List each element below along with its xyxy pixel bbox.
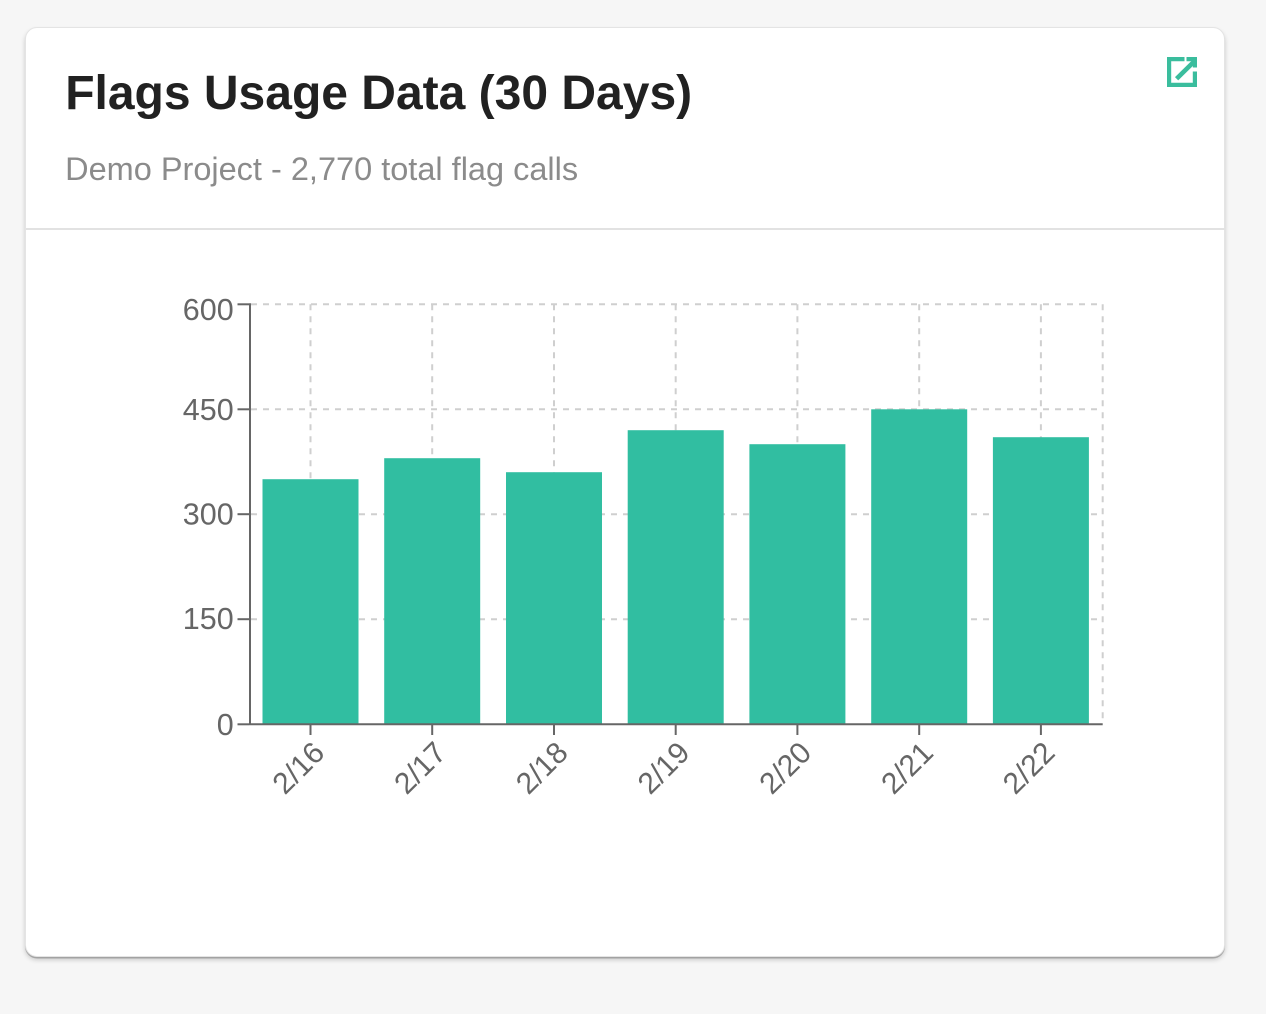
svg-text:300: 300 (183, 498, 234, 532)
svg-text:2/22: 2/22 (997, 736, 1062, 801)
svg-text:2/21: 2/21 (875, 736, 940, 801)
svg-text:2/19: 2/19 (632, 736, 697, 801)
svg-text:2/18: 2/18 (510, 736, 575, 801)
svg-text:2/20: 2/20 (753, 736, 818, 801)
svg-text:150: 150 (183, 602, 234, 636)
svg-text:600: 600 (183, 293, 234, 327)
svg-text:2/17: 2/17 (388, 736, 453, 801)
svg-text:0: 0 (217, 708, 234, 742)
svg-text:450: 450 (183, 393, 234, 427)
svg-text:2/16: 2/16 (267, 736, 332, 801)
